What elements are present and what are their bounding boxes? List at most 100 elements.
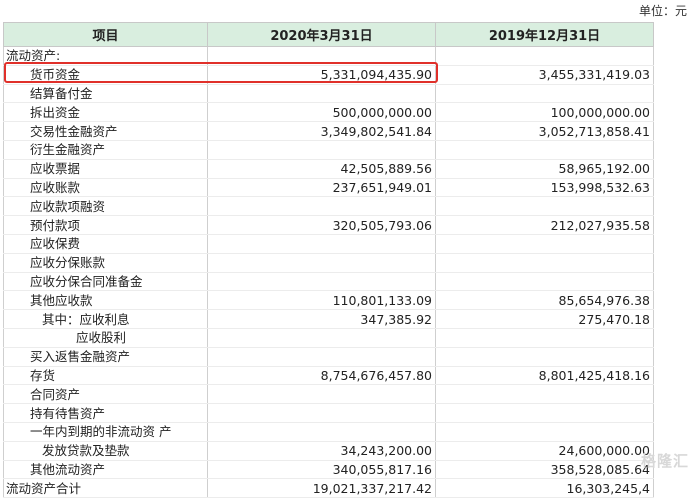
row-value-2019: 8,801,425,418.16 — [435, 366, 654, 386]
row-value-2020: 3,349,802,541.84 — [207, 121, 436, 141]
row-label: 应收账款 — [3, 178, 208, 198]
row-label: 其他应收款 — [3, 290, 208, 311]
unit-label: 单位：元 — [638, 4, 687, 18]
row-value-2019: 358,528,085.64 — [435, 460, 654, 480]
row-value-2019 — [435, 234, 654, 254]
balance-sheet-table: 项目 2020年3月31日 2019年12月31日 流动资产: 货币资金 5,33… — [3, 22, 654, 498]
row-value-2020: 42,505,889.56 — [207, 159, 436, 179]
table-row: 应收账款 237,651,949.01 153,998,532.63 — [3, 178, 654, 198]
table-row: 货币资金 5,331,094,435.90 3,455,331,419.03 — [3, 65, 654, 85]
row-label: 货币资金 — [3, 65, 208, 85]
row-label: 流动资产: — [3, 46, 208, 66]
row-label: 应收分保合同准备金 — [3, 272, 208, 292]
row-value-2020: 347,385.92 — [207, 309, 436, 329]
row-value-2020: 237,651,949.01 — [207, 178, 436, 198]
row-value-2020 — [207, 422, 436, 442]
row-label: 结算备付金 — [3, 84, 208, 104]
table-row: 持有待售资产 — [3, 403, 654, 423]
table-row: 结算备付金 — [3, 84, 654, 104]
row-label: 应收分保账款 — [3, 253, 208, 273]
row-value-2019: 85,654,976.38 — [435, 290, 654, 311]
row-label: 买入返售金融资产 — [3, 347, 208, 367]
row-label: 其中：应收利息 — [3, 309, 208, 329]
row-value-2019 — [435, 272, 654, 292]
row-label: 预付款项 — [3, 215, 208, 235]
row-value-2020 — [207, 272, 436, 292]
table-row: 合同资产 — [3, 384, 654, 405]
row-value-2019: 16,303,245,4 — [435, 478, 654, 498]
row-value-2020 — [207, 347, 436, 367]
row-value-2019: 3,455,331,419.03 — [435, 65, 654, 85]
row-label: 应收票据 — [3, 159, 208, 179]
row-value-2020: 340,055,817.16 — [207, 460, 436, 480]
row-value-2019: 100,000,000.00 — [435, 102, 654, 123]
table-row: 拆出资金 500,000,000.00 100,000,000.00 — [3, 102, 654, 123]
row-value-2020 — [207, 328, 436, 348]
row-value-2020 — [207, 384, 436, 405]
row-value-2020: 320,505,793.06 — [207, 215, 436, 235]
header-2019-year-end: 2019年12月31日 — [435, 22, 654, 47]
row-value-2020 — [207, 46, 436, 66]
row-label: 持有待售资产 — [3, 403, 208, 423]
row-value-2020 — [207, 196, 436, 217]
row-value-2019 — [435, 84, 654, 104]
table-row: 流动资产合计 19,021,337,217.42 16,303,245,4 — [3, 478, 654, 498]
row-label: 应收款项融资 — [3, 196, 208, 217]
row-label: 一年内到期的非流动资 产 — [3, 422, 208, 442]
row-value-2020 — [207, 234, 436, 254]
row-value-2019 — [435, 253, 654, 273]
row-label: 交易性金融资产 — [3, 121, 208, 141]
row-value-2019: 58,965,192.00 — [435, 159, 654, 179]
table-row: 其他流动资产 340,055,817.16 358,528,085.64 — [3, 460, 654, 480]
row-value-2020 — [207, 403, 436, 423]
table-row: 应收票据 42,505,889.56 58,965,192.00 — [3, 159, 654, 179]
row-value-2020 — [207, 140, 436, 160]
table-row: 预付款项 320,505,793.06 212,027,935.58 — [3, 215, 654, 235]
row-value-2019 — [435, 347, 654, 367]
row-label: 拆出资金 — [3, 102, 208, 123]
row-value-2019 — [435, 140, 654, 160]
row-value-2019: 212,027,935.58 — [435, 215, 654, 235]
row-value-2020 — [207, 253, 436, 273]
table-row: 应收股利 — [3, 328, 654, 348]
row-value-2019 — [435, 196, 654, 217]
table-row: 应收款项融资 — [3, 196, 654, 217]
table-row: 应收分保合同准备金 — [3, 272, 654, 292]
row-value-2020: 8,754,676,457.80 — [207, 366, 436, 386]
row-value-2020: 5,331,094,435.90 — [207, 65, 436, 85]
row-value-2019 — [435, 46, 654, 66]
row-label: 其他流动资产 — [3, 460, 208, 480]
watermark-logo: 格隆汇 — [640, 452, 689, 470]
header-item: 项目 — [3, 22, 208, 47]
table-row: 存货 8,754,676,457.80 8,801,425,418.16 — [3, 366, 654, 386]
row-value-2019 — [435, 328, 654, 348]
row-value-2019 — [435, 384, 654, 405]
row-value-2020: 34,243,200.00 — [207, 441, 436, 461]
row-label: 流动资产合计 — [3, 478, 208, 498]
table-row: 其中：应收利息 347,385.92 275,470.18 — [3, 309, 654, 329]
table-row: 流动资产: — [3, 46, 654, 66]
row-value-2020: 500,000,000.00 — [207, 102, 436, 123]
table-row: 交易性金融资产 3,349,802,541.84 3,052,713,858.41 — [3, 121, 654, 141]
row-value-2019 — [435, 403, 654, 423]
row-label: 应收股利 — [3, 328, 208, 348]
row-value-2020: 110,801,133.09 — [207, 290, 436, 311]
table-row: 应收保费 — [3, 234, 654, 254]
table-row: 衍生金融资产 — [3, 140, 654, 160]
row-label: 衍生金融资产 — [3, 140, 208, 160]
table-row: 应收分保账款 — [3, 253, 654, 273]
row-value-2019: 153,998,532.63 — [435, 178, 654, 198]
row-label: 应收保费 — [3, 234, 208, 254]
row-label: 发放贷款及垫款 — [3, 441, 208, 461]
row-label: 存货 — [3, 366, 208, 386]
row-value-2019: 3,052,713,858.41 — [435, 121, 654, 141]
row-value-2019 — [435, 422, 654, 442]
table-row: 一年内到期的非流动资 产 — [3, 422, 654, 442]
row-label: 合同资产 — [3, 384, 208, 405]
table-header-row: 项目 2020年3月31日 2019年12月31日 — [3, 22, 654, 47]
table-row: 其他应收款 110,801,133.09 85,654,976.38 — [3, 290, 654, 311]
table-row: 买入返售金融资产 — [3, 347, 654, 367]
row-value-2020 — [207, 84, 436, 104]
header-2020-q1: 2020年3月31日 — [207, 22, 436, 47]
row-value-2019: 24,600,000.00 — [435, 441, 654, 461]
